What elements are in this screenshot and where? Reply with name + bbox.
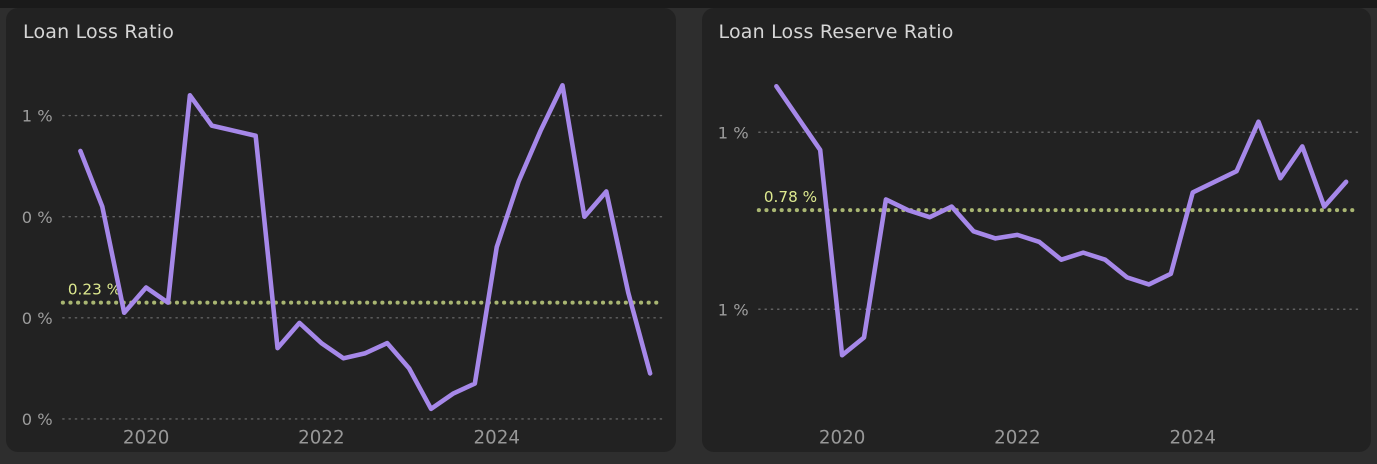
data-series-line <box>78 82 653 411</box>
y-axis-tick-label: 1 % <box>717 300 748 319</box>
y-axis-tick-label: 0 % <box>22 309 53 328</box>
y-axis-tick-label: 1 % <box>717 123 748 142</box>
data-series-line <box>773 83 1348 358</box>
reference-line-label: 0.78 % <box>763 188 816 206</box>
loan-loss-reserve-ratio-card: Loan Loss Reserve Ratio 1 % 1 % 2020 2022 20… <box>701 8 1371 452</box>
y-axis-tick-label: 0 % <box>22 410 53 429</box>
y-axis-tick-label: 1 % <box>22 106 53 125</box>
x-axis-tick-label: 2020 <box>123 427 169 448</box>
x-axis-tick-label: 2022 <box>994 427 1040 448</box>
loan-loss-ratio-chart: 1 % 0 % 0 % 0 % 2020 2022 2024 0.23 % <box>22 82 666 448</box>
page-top-edge <box>0 0 1377 8</box>
loan-loss-reserve-ratio-chart: 1 % 1 % 2020 2022 2024 0.78 % <box>717 83 1361 448</box>
loan-loss-ratio-card: Loan Loss Ratio 1 % 0 % 0 % 0 % 2020 2022 2024… <box>6 8 676 452</box>
charts-row: Loan Loss Ratio 1 % 0 % 0 % 0 % 2020 2022 2024… <box>0 8 1377 452</box>
loan-loss-reserve-ratio-title: Loan Loss Reserve Ratio <box>718 21 954 43</box>
x-axis-tick-label: 2022 <box>298 427 344 448</box>
x-axis-tick-label: 2024 <box>1169 427 1215 448</box>
reference-line-label: 0.23 % <box>68 280 121 298</box>
y-axis-tick-label: 0 % <box>22 208 53 227</box>
x-axis-tick-label: 2020 <box>818 427 864 448</box>
x-axis-tick-label: 2024 <box>474 427 520 448</box>
loan-loss-ratio-title: Loan Loss Ratio <box>23 21 175 43</box>
